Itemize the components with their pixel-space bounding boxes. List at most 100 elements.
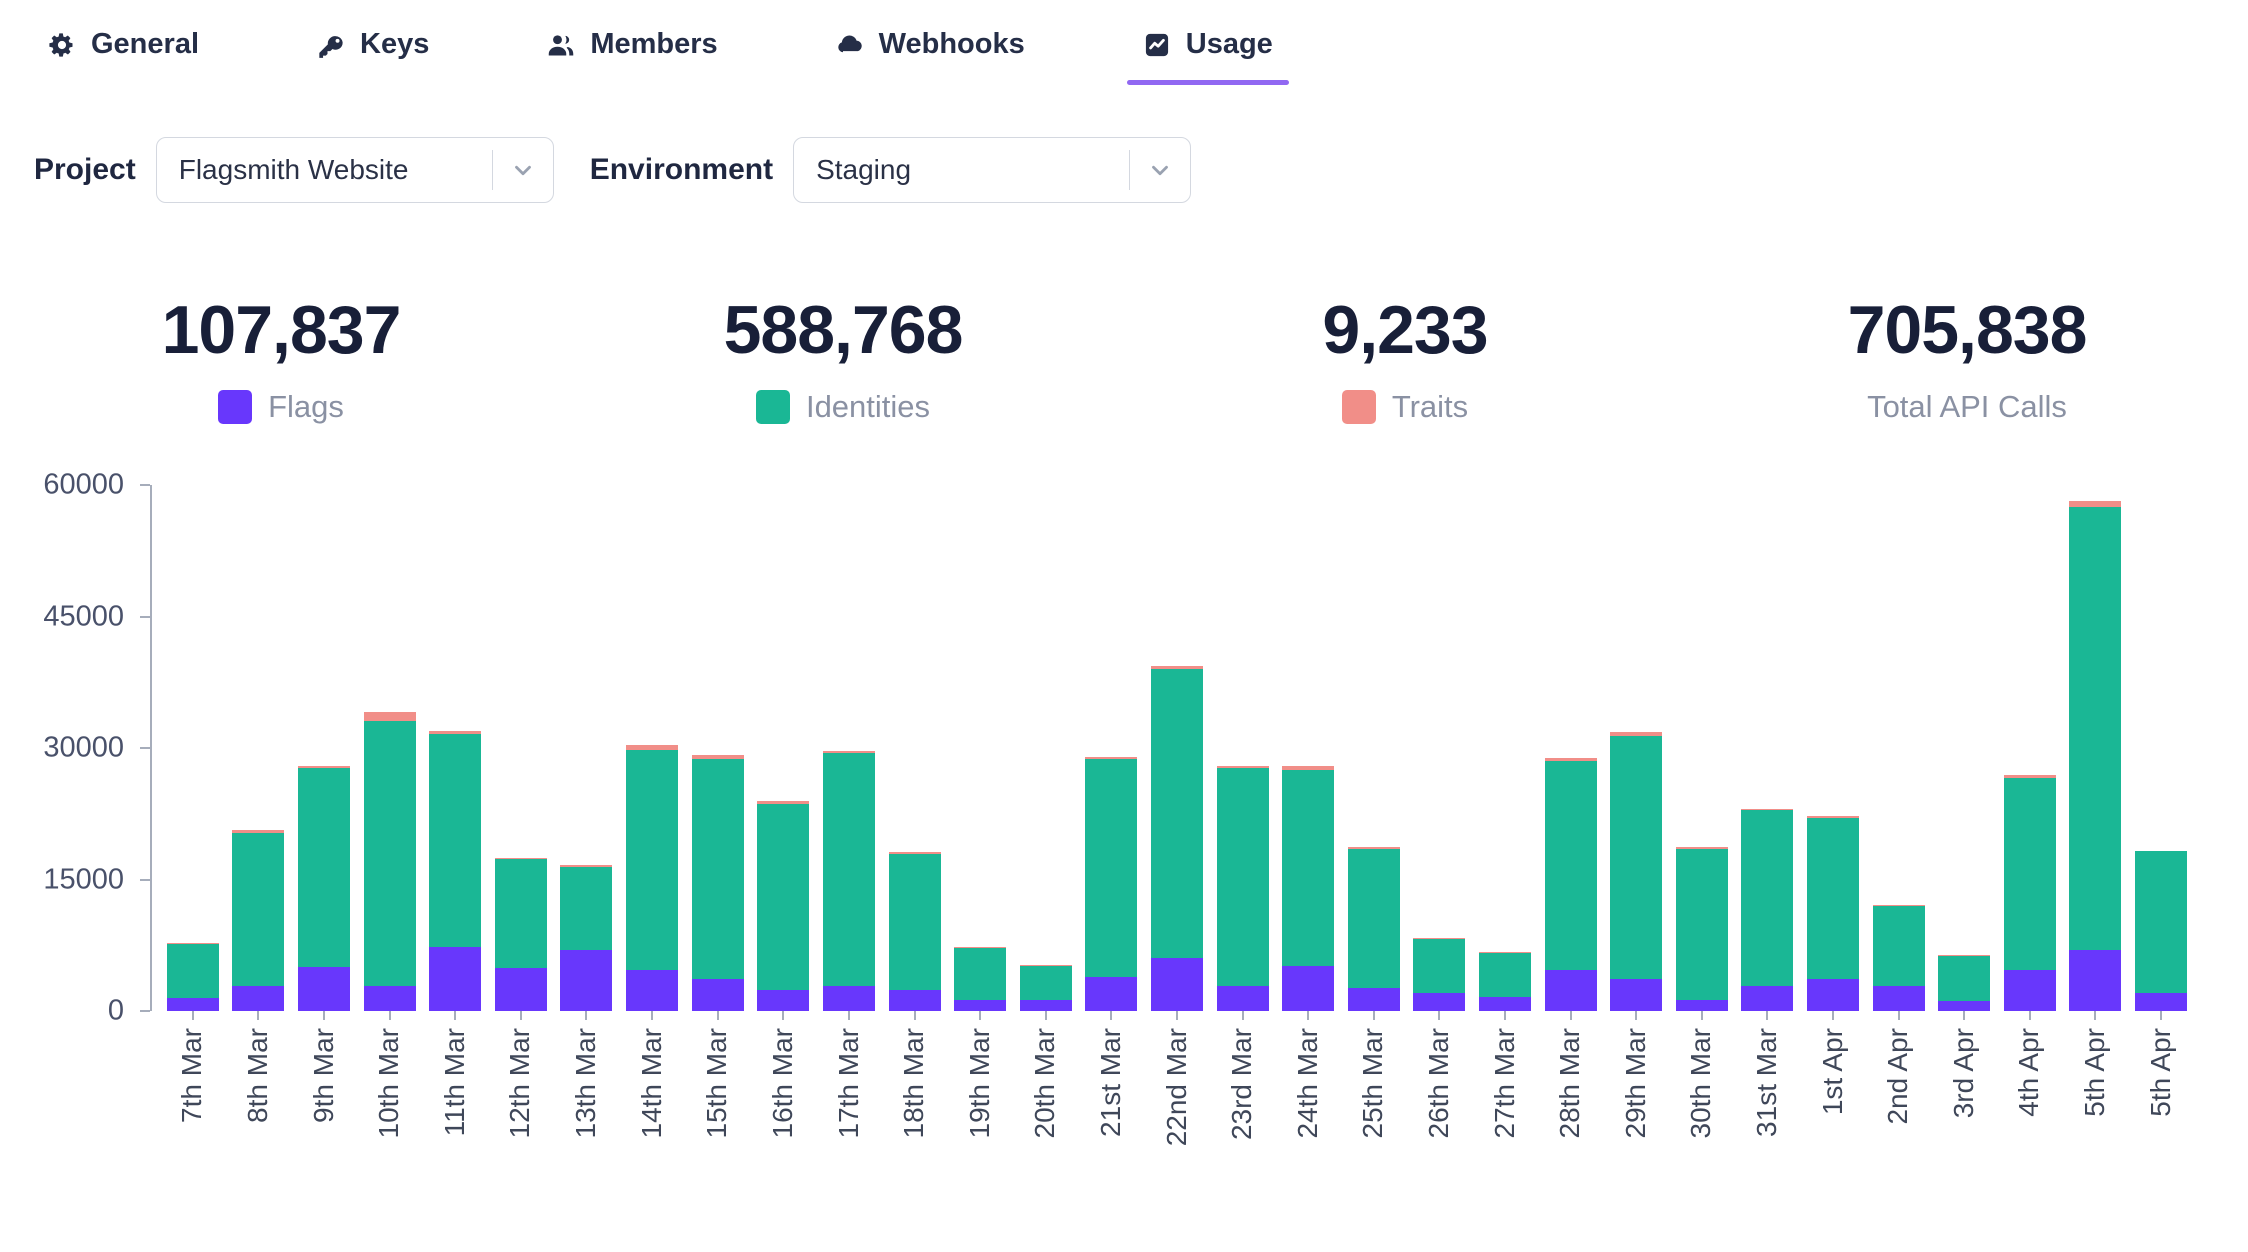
tab-general[interactable]: General [48, 28, 199, 67]
bar-slot-12th-mar-5 [488, 485, 554, 1011]
tab-webhooks[interactable]: Webhooks [836, 28, 1025, 67]
bar-segment-traits [2135, 850, 2188, 852]
bar-segment-flags [1019, 999, 1072, 1011]
stacked-bar[interactable] [1807, 485, 1860, 1011]
stacked-bar[interactable] [1675, 485, 1728, 1011]
environment-select[interactable]: Staging [793, 137, 1192, 203]
stacked-bar[interactable] [1478, 485, 1531, 1011]
stacked-bar[interactable] [494, 485, 547, 1011]
x-axis-label-slot: 5th Apr [2128, 1028, 2194, 1208]
stacked-bar[interactable] [1544, 485, 1597, 1011]
stacked-bar[interactable] [757, 485, 810, 1011]
bar-segment-traits [1675, 847, 1728, 849]
stacked-bar[interactable] [1019, 485, 1072, 1011]
x-axis-label-slot: 30th Mar [1669, 1028, 1735, 1208]
x-axis-tick-mark [979, 1011, 982, 1020]
project-select[interactable]: Flagsmith Website [155, 137, 554, 203]
project-label: Project [34, 153, 136, 186]
stat-flags: 107,837 Flags [0, 291, 562, 425]
stacked-bar[interactable] [2135, 485, 2188, 1011]
bar-segment-flags [1347, 988, 1400, 1011]
bar-segment-traits [1478, 952, 1531, 954]
stacked-bar[interactable] [691, 485, 744, 1011]
x-axis-label: 22nd Mar [1160, 1028, 1192, 1147]
x-axis-tick-mark [1766, 1011, 1769, 1020]
x-axis-tick-slot [619, 1011, 685, 1020]
x-axis-tick-mark [1175, 1011, 1178, 1020]
x-axis-label-slot: 1st Apr [1800, 1028, 1866, 1208]
bar-segment-identities [1675, 848, 1728, 1000]
stacked-bar[interactable] [1413, 485, 1466, 1011]
bar-segment-identities [954, 947, 1007, 1000]
x-axis-tick-slot [1275, 1011, 1341, 1020]
stacked-bar[interactable] [298, 485, 351, 1011]
bar-segment-traits [2069, 500, 2122, 507]
stacked-bar[interactable] [560, 485, 613, 1011]
stacked-bar[interactable] [1872, 485, 1925, 1011]
stacked-bar[interactable] [429, 485, 482, 1011]
bar-segment-traits [1150, 665, 1203, 670]
stacked-bar[interactable] [2069, 485, 2122, 1011]
x-axis-label: 26th Mar [1422, 1028, 1454, 1139]
x-axis-tick-slot [1735, 1011, 1801, 1020]
stacked-bar[interactable] [2003, 485, 2056, 1011]
x-axis-label-slot: 22nd Mar [1144, 1028, 1210, 1208]
x-axis-label: 10th Mar [373, 1028, 405, 1139]
bar-slot-24th-mar-17 [1275, 485, 1341, 1011]
tab-keys[interactable]: Keys [317, 28, 429, 67]
x-axis-label: 7th Mar [176, 1028, 208, 1123]
stacked-bar[interactable] [363, 485, 416, 1011]
flags-label: Flags [268, 389, 344, 424]
bar-segment-identities [691, 758, 744, 980]
x-axis-tick-mark [1963, 1011, 1966, 1020]
x-axis-tick-slot [422, 1011, 488, 1020]
stacked-bar[interactable] [1216, 485, 1269, 1011]
bar-segment-flags [1282, 966, 1335, 1011]
x-axis-label-slot: 28th Mar [1538, 1028, 1604, 1208]
bar-segment-flags [691, 979, 744, 1011]
bar-segment-traits [757, 800, 810, 805]
stacked-bar[interactable] [1085, 485, 1138, 1011]
bar-slot-19th-mar-12 [947, 485, 1013, 1011]
y-axis-tick-mark [140, 878, 150, 881]
bar-segment-identities [1347, 848, 1400, 989]
stacked-bar[interactable] [888, 485, 941, 1011]
tab-usage[interactable]: Usage [1126, 28, 1289, 85]
stacked-bar[interactable] [1938, 485, 1991, 1011]
stacked-bar[interactable] [166, 485, 219, 1011]
stacked-bar[interactable] [1347, 485, 1400, 1011]
tab-label: Members [590, 28, 718, 60]
stacked-bar[interactable] [1610, 485, 1663, 1011]
bar-segment-identities [1544, 761, 1597, 970]
x-axis-tick-slot [1603, 1011, 1669, 1020]
bar-slot-16th-mar-9 [750, 485, 816, 1011]
tab-members[interactable]: Members [547, 28, 718, 67]
x-axis-tick-mark [585, 1011, 588, 1020]
x-axis-tick-slot [750, 1011, 816, 1020]
bar-segment-traits [232, 830, 285, 834]
stacked-bar[interactable] [232, 485, 285, 1011]
stacked-bar[interactable] [954, 485, 1007, 1011]
stacked-bar[interactable] [822, 485, 875, 1011]
x-axis-label: 12th Mar [504, 1028, 536, 1139]
x-axis-label: 3rd Apr [1947, 1028, 1979, 1119]
x-axis-label: 8th Mar [242, 1028, 274, 1123]
y-axis: 0 15000 30000 45000 60000 [0, 469, 150, 1027]
bar-segment-flags [494, 968, 547, 1011]
x-axis-tick-mark [257, 1011, 260, 1020]
stacked-bar[interactable] [1741, 485, 1794, 1011]
stacked-bar[interactable] [626, 485, 679, 1011]
bar-segment-identities [822, 753, 875, 986]
bar-segment-identities [1872, 905, 1925, 987]
x-axis-tick-mark [2160, 1011, 2163, 1020]
stacked-bar[interactable] [1150, 485, 1203, 1011]
x-axis-label: 19th Mar [963, 1028, 995, 1139]
x-axis-label-slot: 25th Mar [1341, 1028, 1407, 1208]
stacked-bar[interactable] [1282, 485, 1335, 1011]
x-axis-tick-mark [2094, 1011, 2097, 1020]
bar-segment-flags [2135, 993, 2188, 1011]
x-axis-label: 17th Mar [832, 1028, 864, 1139]
bar-slot-23rd-mar-16 [1210, 485, 1276, 1011]
identities-swatch [755, 390, 790, 424]
bar-segment-flags [1675, 999, 1728, 1011]
